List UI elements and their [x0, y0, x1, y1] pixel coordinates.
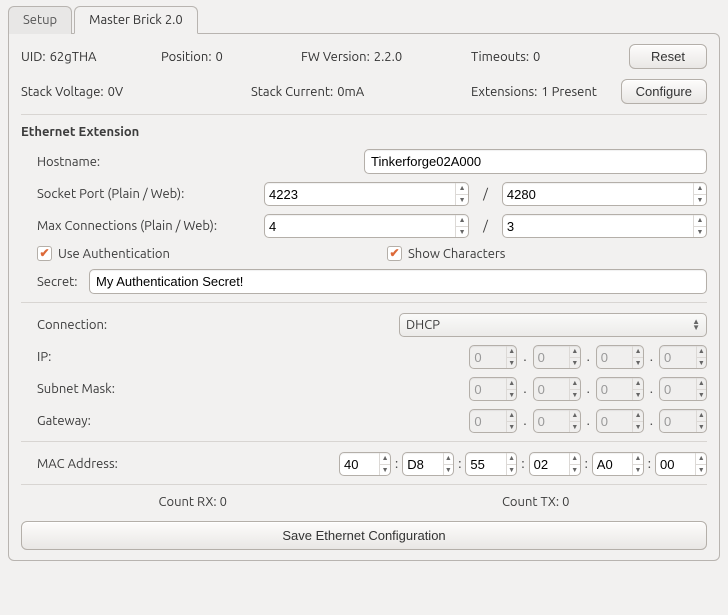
mac-label: MAC Address:: [21, 457, 331, 471]
count-rx: Count RX: 0: [159, 495, 227, 509]
extensions-value: 1 Present: [541, 85, 597, 99]
mac-4[interactable]: ▲▼: [529, 452, 581, 476]
tab-master-brick[interactable]: Master Brick 2.0: [74, 6, 198, 34]
timeouts-label: Timeouts:: [471, 50, 529, 64]
uid-value: 62gTHA: [50, 50, 97, 64]
stack-voltage-label: Stack Voltage:: [21, 85, 104, 99]
gateway-octet-3[interactable]: ▲▼: [596, 409, 644, 433]
reset-button[interactable]: Reset: [629, 44, 707, 69]
divider: [21, 114, 707, 115]
show-characters-checkbox[interactable]: Show Characters: [387, 246, 505, 261]
fw-label: FW Version:: [301, 50, 370, 64]
gateway-octet-1[interactable]: ▲▼: [469, 409, 517, 433]
count-tx: Count TX: 0: [502, 495, 570, 509]
gateway-input-group: ▲▼. ▲▼. ▲▼. ▲▼: [469, 409, 707, 433]
maxconn-label: Max Connections (Plain / Web):: [21, 219, 256, 233]
gateway-label: Gateway:: [21, 414, 461, 428]
subnet-label: Subnet Mask:: [21, 382, 461, 396]
uid-label: UID:: [21, 50, 46, 64]
main-panel: UID: 62gTHA Position: 0 FW Version: 2.2.…: [8, 33, 720, 561]
slash: /: [477, 219, 494, 233]
divider: [21, 302, 707, 303]
socket-port-label: Socket Port (Plain / Web):: [21, 187, 256, 201]
save-ethernet-button[interactable]: Save Ethernet Configuration: [21, 521, 707, 550]
ip-octet-4[interactable]: ▲▼: [659, 345, 707, 369]
connection-label: Connection:: [21, 318, 391, 332]
subnet-input-group: ▲▼. ▲▼. ▲▼. ▲▼: [469, 377, 707, 401]
divider: [21, 441, 707, 442]
secret-label: Secret:: [21, 275, 81, 289]
stack-current-label: Stack Current:: [251, 85, 333, 99]
maxconn-plain-input[interactable]: ▲▼: [264, 214, 469, 238]
ip-octet-1[interactable]: ▲▼: [469, 345, 517, 369]
ip-octet-2[interactable]: ▲▼: [533, 345, 581, 369]
checkbox-icon: [37, 246, 52, 261]
tab-setup[interactable]: Setup: [8, 6, 72, 34]
hostname-label: Hostname:: [21, 155, 356, 169]
configure-button[interactable]: Configure: [621, 79, 707, 104]
extensions-label: Extensions:: [471, 85, 537, 99]
ip-input-group: ▲▼. ▲▼. ▲▼. ▲▼: [469, 345, 707, 369]
position-value: 0: [216, 50, 223, 64]
show-chars-label: Show Characters: [408, 247, 505, 261]
use-auth-label: Use Authentication: [58, 247, 170, 261]
mac-1[interactable]: ▲▼: [339, 452, 391, 476]
slash: /: [477, 187, 494, 201]
timeouts-value: 0: [533, 50, 540, 64]
ip-label: IP:: [21, 350, 461, 364]
checkbox-icon: [387, 246, 402, 261]
stack-voltage-value: 0V: [108, 85, 124, 99]
socket-web-input[interactable]: ▲▼: [502, 182, 707, 206]
maxconn-web-input[interactable]: ▲▼: [502, 214, 707, 238]
ip-octet-3[interactable]: ▲▼: [596, 345, 644, 369]
subnet-octet-2[interactable]: ▲▼: [533, 377, 581, 401]
subnet-octet-1[interactable]: ▲▼: [469, 377, 517, 401]
mac-input-group: ▲▼: ▲▼: ▲▼: ▲▼: ▲▼: ▲▼: [339, 452, 707, 476]
section-title: Ethernet Extension: [21, 125, 707, 139]
stack-current-value: 0mA: [337, 85, 364, 99]
connection-select[interactable]: DHCP ▲▼: [399, 313, 707, 337]
gateway-octet-4[interactable]: ▲▼: [659, 409, 707, 433]
subnet-octet-4[interactable]: ▲▼: [659, 377, 707, 401]
mac-3[interactable]: ▲▼: [465, 452, 517, 476]
hostname-input[interactable]: [364, 149, 707, 174]
tab-bar: Setup Master Brick 2.0: [8, 6, 720, 34]
connection-value: DHCP: [406, 318, 440, 332]
gateway-octet-2[interactable]: ▲▼: [533, 409, 581, 433]
mac-6[interactable]: ▲▼: [655, 452, 707, 476]
use-authentication-checkbox[interactable]: Use Authentication: [37, 246, 357, 261]
secret-input[interactable]: [89, 269, 707, 294]
mac-2[interactable]: ▲▼: [402, 452, 454, 476]
position-label: Position:: [161, 50, 212, 64]
divider: [21, 484, 707, 485]
subnet-octet-3[interactable]: ▲▼: [596, 377, 644, 401]
mac-5[interactable]: ▲▼: [592, 452, 644, 476]
fw-value: 2.2.0: [374, 50, 402, 64]
socket-plain-input[interactable]: ▲▼: [264, 182, 469, 206]
chevron-updown-icon: ▲▼: [692, 319, 700, 331]
